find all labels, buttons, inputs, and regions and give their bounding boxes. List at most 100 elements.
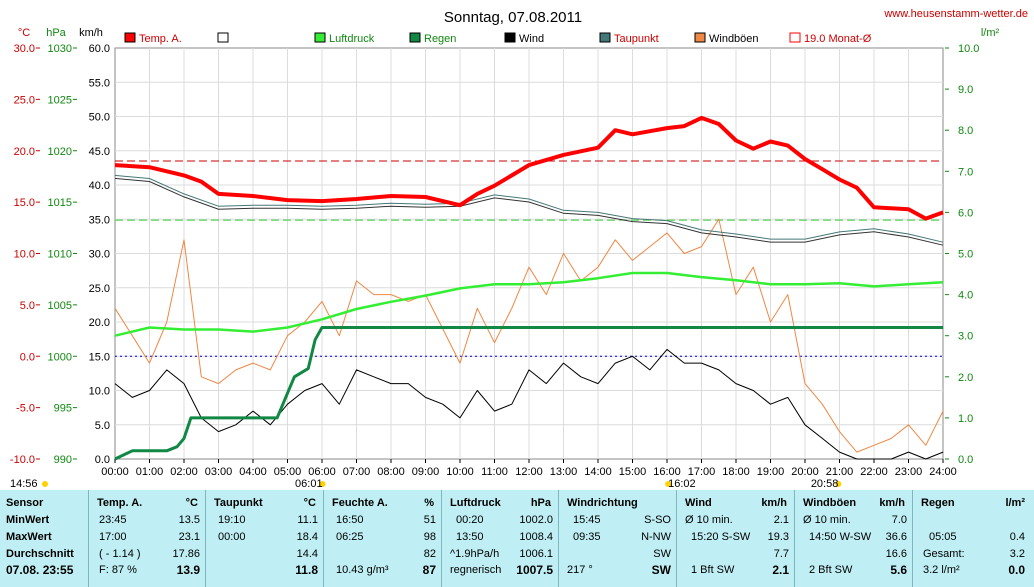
col-humidity: Feuchte A. % 16:50 51 06:25 98 82 10.43 …: [323, 490, 442, 587]
pressure-tick-label: 1005: [48, 300, 72, 312]
unit-pressure: hPa: [46, 27, 66, 39]
press-trend: ^1.9hPa/h: [450, 548, 500, 560]
temp-tick-label: 15.0: [14, 197, 35, 209]
marker-dot: [835, 481, 842, 487]
marker-dot: [665, 481, 672, 487]
temp-max-time: 17:00: [99, 531, 127, 543]
col-dewpoint: Taupunkt °C 19:10 11.1 00:00 18.4 14.4 1…: [205, 490, 324, 587]
series-line-taupunkt: [114, 174, 944, 243]
dew-avg-value: 14.4: [296, 548, 318, 560]
dir-title: Windrichtung: [567, 497, 638, 509]
unit-temp: °C: [18, 27, 30, 39]
rain-tick-label: 3.0: [958, 331, 973, 343]
temp-tick-label: -5.0: [16, 403, 35, 415]
col-labels: Sensor MinWert MaxWert Durchschnitt 07.0…: [0, 490, 88, 587]
dew-max-value: 18.4: [296, 531, 318, 543]
pressure-tick-label: 995: [54, 403, 72, 415]
temp-title: Temp. A.: [97, 497, 143, 509]
dew-min-time: 19:10: [218, 514, 246, 526]
legend-label: Windböen: [709, 33, 759, 45]
legend-label: Regen: [424, 33, 456, 45]
temp-tick-label: 10.0: [14, 249, 35, 261]
pressure-tick-label: 1030: [48, 43, 72, 55]
x-tick-label: 11:00: [481, 466, 508, 478]
site-url[interactable]: www.heusenstamm-wetter.de: [883, 8, 1028, 20]
dew-min-value: 11.1: [297, 514, 318, 526]
dir-min-value: S-SO: [644, 514, 671, 526]
x-tick-label: 01:00: [136, 466, 164, 478]
wind-title: Wind: [685, 497, 712, 509]
col-wind: Wind km/h Ø 10 min. 2.1 15:20 S-SW 19.3 …: [676, 490, 795, 587]
unit-wind: km/h: [79, 27, 103, 39]
x-tick-label: 24:00: [929, 466, 957, 478]
row-label-sensor: Sensor: [6, 497, 44, 509]
time-marker-label: 06:01: [295, 478, 323, 490]
x-tick-label: 18:00: [722, 466, 750, 478]
wind-avg10-label: Ø 10 min.: [685, 514, 733, 526]
temp-tick-label: 20.0: [14, 146, 35, 158]
hum-current-value: 87: [422, 563, 436, 577]
legend-swatch: [217, 32, 229, 43]
gust-title: Windböen: [803, 497, 857, 509]
dir-avg-value: SW: [653, 548, 671, 560]
x-tick-label: 10:00: [446, 466, 474, 478]
time-marker-label: 14:56: [10, 478, 38, 490]
unit-rain: l/m²: [981, 27, 1000, 39]
x-tick-label: 14:00: [584, 466, 612, 478]
series-line-wind: [114, 348, 944, 460]
legend-label: Luftdruck: [329, 33, 375, 45]
row-label-min: MinWert: [6, 514, 50, 526]
dew-title: Taupunkt: [214, 497, 263, 509]
wind-max-time: 15:20 S-SW: [691, 531, 751, 543]
hum-min-time: 16:50: [336, 514, 364, 526]
gust-unit: km/h: [879, 497, 905, 509]
wind-tick-label: 45.0: [89, 146, 110, 158]
col-wind-direction: Windrichtung 15:45 S-SO 09:35 N-NW SW 21…: [558, 490, 677, 587]
x-tick-label: 22:00: [860, 466, 888, 478]
pressure-tick-label: 1025: [48, 94, 72, 106]
rain-current-value: 0.0: [1008, 563, 1025, 577]
dir-degrees: 217 °: [567, 564, 593, 576]
pressure-tick-label: 1015: [48, 197, 72, 209]
legend-swatch: [789, 32, 801, 43]
x-tick-label: 19:00: [757, 466, 785, 478]
press-unit: hPa: [530, 497, 551, 509]
chart-title: Sonntag, 07.08.2011: [444, 9, 582, 26]
col-temp: Temp. A. °C 23:45 13.5 17:00 23.1 ( - 1.…: [88, 490, 206, 587]
marker-dot: [42, 481, 48, 487]
x-tick-label: 15:00: [619, 466, 647, 478]
dew-unit: °C: [303, 497, 316, 509]
weather-chart: 30.0 25.0 20.0 15.0 10.0 5.0 0.0 -5.0 -10.0 1030 1…: [10, 8, 1028, 490]
temp-min-value: 13.5: [178, 514, 200, 526]
x-tick-label: 13:00: [550, 466, 578, 478]
col-rain: Regen l/m² 05:05 0.4 Gesamt: 3.2 3.2 l/m…: [912, 490, 1034, 587]
rain-unit: l/m²: [1005, 497, 1025, 509]
gust-beaufort: 2 Bft SW: [809, 564, 853, 576]
gust-max-time: 14:50 W-SW: [809, 531, 872, 543]
x-tick-label: 17:00: [688, 466, 716, 478]
series-line-regen: [114, 326, 943, 461]
wind-tick-label: 35.0: [89, 214, 110, 226]
hum-abs-humidity: 10.43 g/m³: [336, 564, 389, 576]
press-avg-value: 1006.1: [519, 548, 553, 560]
legend-label: 19.0 Monat-Ø: [804, 33, 872, 45]
press-max-value: 1008.4: [519, 531, 553, 543]
legend-label: Taupunkt: [614, 33, 659, 45]
pressure-tick-label: 1010: [48, 249, 72, 261]
wind-avg-value: 7.7: [773, 548, 789, 560]
legend-swatch: [504, 32, 516, 43]
wind-max-value: 19.3: [767, 531, 789, 543]
wind-tick-label: 0.0: [95, 454, 110, 466]
dir-max-time: 09:35: [573, 531, 601, 543]
time-marker-label: 20:58: [811, 478, 839, 490]
dir-max-value: N-NW: [641, 531, 671, 543]
rain-tick-label: 7.0: [958, 166, 973, 178]
rain-max-time: 05:05: [929, 531, 957, 543]
col-gust: Windböen km/h Ø 10 min. 7.0 14:50 W-SW 3…: [794, 490, 913, 587]
legend-swatch: [409, 32, 421, 43]
hum-unit: %: [424, 497, 434, 509]
hum-max-value: 98: [423, 531, 436, 543]
rain-tick-label: 4.0: [958, 290, 973, 302]
wind-current-value: 2.1: [772, 563, 789, 577]
press-min-value: 1002.0: [519, 514, 553, 526]
